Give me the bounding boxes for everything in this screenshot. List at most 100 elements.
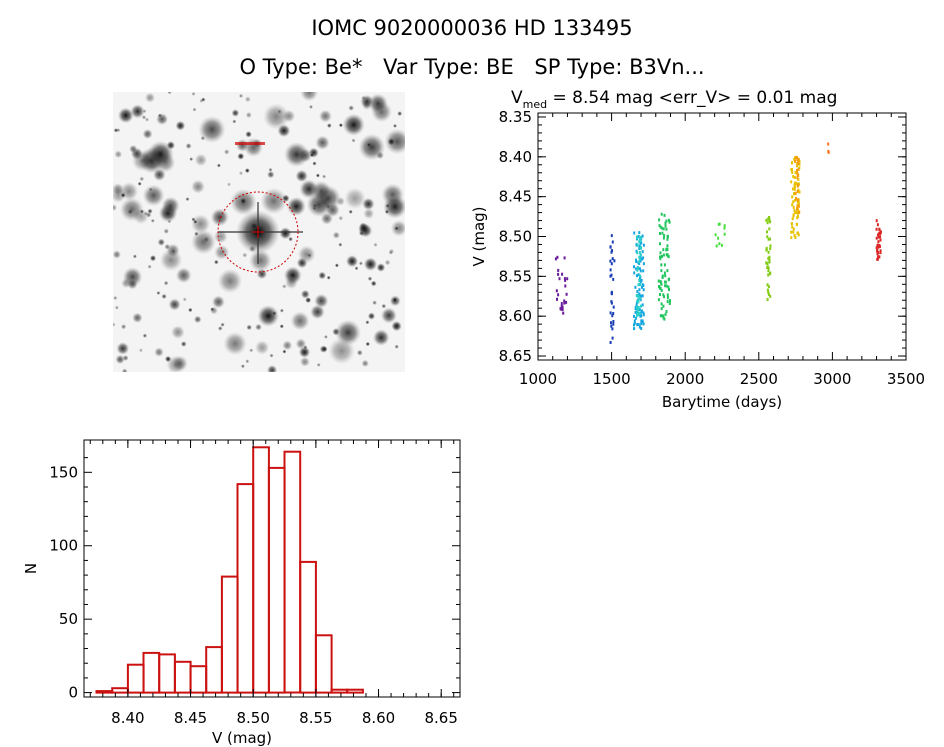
field-star <box>310 304 325 320</box>
data-point <box>796 183 799 187</box>
data-point <box>876 223 879 227</box>
data-point <box>768 259 771 263</box>
field-star <box>332 231 340 239</box>
field-star <box>171 325 185 340</box>
data-point <box>879 244 881 248</box>
field-star <box>113 322 116 327</box>
field-star <box>322 174 327 179</box>
data-point <box>662 227 665 231</box>
data-point <box>715 244 718 248</box>
data-point <box>636 268 639 272</box>
data-point <box>659 242 661 246</box>
data-point <box>638 296 641 300</box>
x-tick-label: 3500 <box>887 370 925 388</box>
field-star <box>171 355 188 372</box>
data-point <box>668 220 671 224</box>
field-star <box>120 192 126 198</box>
field-star <box>365 341 370 347</box>
data-point <box>657 279 660 283</box>
data-point <box>720 243 723 247</box>
data-point <box>664 224 667 228</box>
data-point <box>658 286 661 290</box>
field-star <box>245 111 252 119</box>
field-star <box>217 326 223 331</box>
data-point <box>798 210 801 214</box>
data-point <box>765 261 768 265</box>
data-point <box>767 250 770 254</box>
histogram-bar <box>314 634 333 694</box>
star-field-image <box>113 92 405 372</box>
data-point <box>665 227 668 231</box>
data-point <box>794 171 797 175</box>
y-tick-label: 50 <box>59 610 78 628</box>
data-point <box>610 290 613 294</box>
data-point <box>638 244 641 248</box>
data-point <box>878 228 881 232</box>
data-point <box>879 235 882 239</box>
data-point <box>796 207 798 211</box>
histogram-bar <box>283 450 302 694</box>
field-star <box>305 297 312 304</box>
field-star <box>279 324 284 329</box>
field-star <box>282 194 290 203</box>
data-point <box>796 176 799 180</box>
data-point <box>636 306 639 310</box>
field-star <box>358 133 386 161</box>
data-point <box>796 205 799 209</box>
data-point <box>560 307 563 311</box>
data-point <box>610 321 612 325</box>
data-point <box>566 277 569 281</box>
data-point <box>558 277 561 281</box>
data-point <box>665 310 668 313</box>
data-point <box>637 283 640 287</box>
x-tick-label: 8.55 <box>299 709 332 727</box>
data-point <box>642 256 645 260</box>
data-point <box>666 300 669 304</box>
field-star <box>351 138 356 143</box>
field-star <box>282 349 287 354</box>
data-point <box>638 267 641 271</box>
data-point <box>768 256 771 260</box>
histogram-bar <box>95 690 114 694</box>
histogram-bar <box>142 651 161 694</box>
field-star <box>216 163 221 168</box>
field-star <box>312 161 317 166</box>
data-point <box>563 299 566 303</box>
data-point <box>796 203 799 207</box>
data-point <box>640 241 643 245</box>
field-star <box>284 276 298 290</box>
data-point <box>767 290 770 294</box>
field-star <box>199 98 204 103</box>
data-point <box>664 312 667 316</box>
data-point <box>641 283 644 287</box>
field-star <box>157 238 165 246</box>
data-point <box>638 247 641 250</box>
field-star <box>142 109 147 114</box>
data-point <box>790 236 793 240</box>
data-point <box>657 298 660 302</box>
y-tick-label: 8.40 <box>499 148 532 166</box>
field-star <box>354 266 359 271</box>
field-star <box>116 342 130 355</box>
data-point <box>556 297 558 301</box>
data-point <box>798 182 800 186</box>
data-point <box>769 244 772 248</box>
data-point <box>636 310 639 314</box>
data-point <box>638 308 641 311</box>
field-star <box>245 359 250 364</box>
data-point <box>612 320 615 323</box>
data-point <box>663 234 666 237</box>
data-point <box>642 288 645 292</box>
data-point <box>634 285 637 289</box>
data-point <box>792 205 795 209</box>
data-point <box>665 284 668 288</box>
field-star <box>139 176 145 182</box>
field-star <box>117 107 134 124</box>
field-star <box>346 255 359 268</box>
field-star <box>348 209 353 214</box>
y-tick-label: 0 <box>68 684 78 702</box>
data-point <box>638 292 641 296</box>
y-tick-label: 8.55 <box>499 267 532 285</box>
data-point <box>798 166 801 170</box>
field-star <box>381 303 387 309</box>
